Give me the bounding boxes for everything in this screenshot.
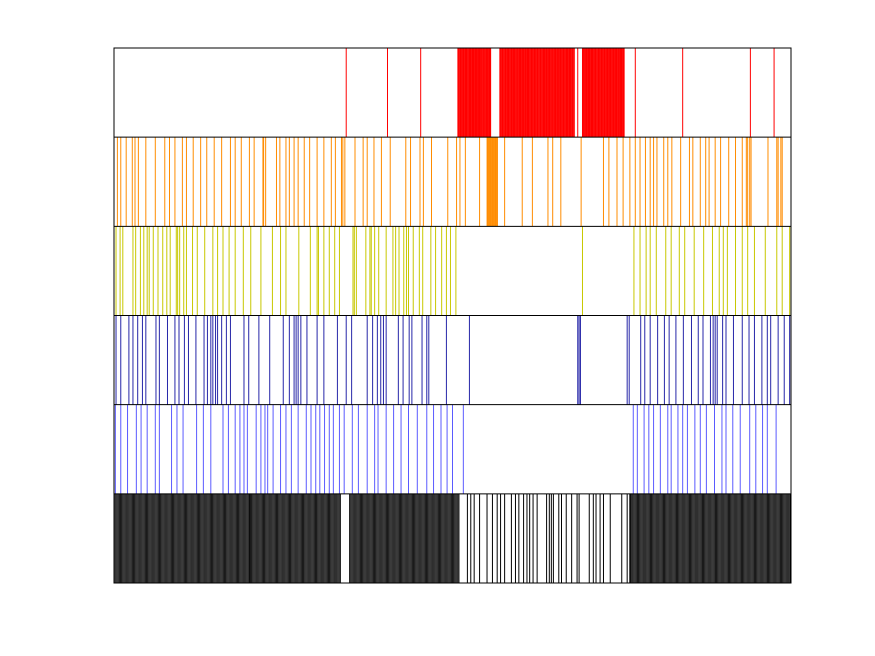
raster-row-2 xyxy=(116,137,783,227)
raster-row-5 xyxy=(114,404,777,494)
raster-row-4 xyxy=(115,315,791,405)
raster-row-3 xyxy=(113,226,791,316)
raster-row-6 xyxy=(113,493,791,583)
raster-row-1 xyxy=(345,48,775,138)
plot-frame xyxy=(113,47,792,584)
